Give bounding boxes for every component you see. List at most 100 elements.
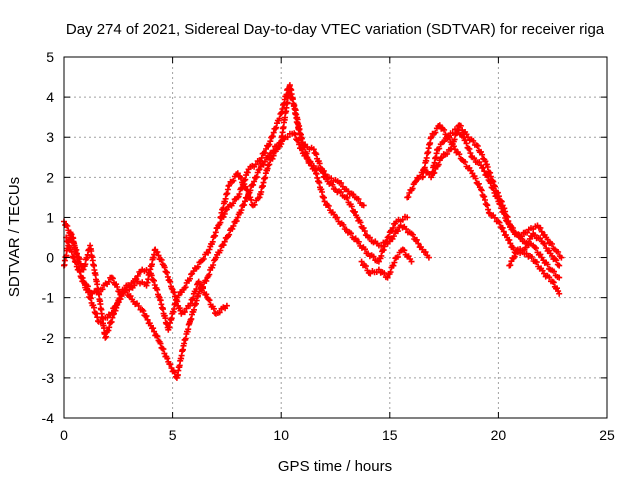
data-point — [171, 369, 178, 376]
data-point — [272, 125, 279, 132]
data-point — [64, 223, 71, 229]
data-point — [233, 218, 240, 224]
data-point — [550, 279, 557, 286]
data-point — [457, 122, 464, 129]
data-point — [537, 251, 544, 258]
x-tick-label: 20 — [491, 427, 507, 443]
data-point — [127, 293, 134, 300]
plot-frame — [63, 56, 608, 419]
data-point — [236, 191, 243, 197]
data-point — [252, 161, 259, 168]
data-point — [360, 225, 367, 231]
x-tick-label: 15 — [382, 427, 398, 443]
data-point — [114, 301, 121, 308]
data-point — [525, 240, 532, 247]
data-point — [510, 227, 517, 234]
data-point — [210, 305, 217, 312]
data-point — [164, 355, 171, 362]
data-point — [390, 262, 397, 269]
data-point — [253, 173, 260, 180]
data-point — [230, 177, 237, 184]
data-point — [221, 238, 228, 245]
data-point — [391, 259, 398, 266]
data-point — [404, 214, 411, 221]
data-point — [338, 180, 345, 186]
data-point — [355, 238, 362, 245]
data-point — [456, 151, 463, 158]
data-point — [499, 224, 506, 231]
data-point — [517, 246, 524, 252]
data-point — [453, 130, 460, 137]
data-point — [344, 195, 351, 201]
data-point — [528, 254, 535, 260]
data-point — [140, 308, 147, 314]
data-point — [476, 159, 483, 166]
data-point — [200, 255, 207, 262]
data-point — [320, 167, 327, 174]
data-point — [248, 196, 255, 203]
y-axis-label: SDTVAR / TECUs — [6, 177, 23, 297]
data-point — [194, 263, 201, 270]
data-point — [490, 178, 497, 185]
data-point — [537, 235, 544, 242]
data-point — [505, 218, 512, 225]
data-point — [352, 208, 358, 215]
data-point — [409, 231, 416, 238]
data-point — [226, 231, 233, 238]
data-point — [533, 245, 539, 252]
data-point — [546, 274, 553, 281]
data-point — [413, 236, 420, 243]
data-point — [109, 275, 116, 282]
data-point — [97, 319, 104, 326]
data-point — [556, 262, 563, 269]
data-point — [270, 152, 277, 159]
data-point — [470, 137, 477, 144]
data-point — [76, 268, 83, 275]
data-point — [160, 346, 167, 353]
data-point — [250, 181, 257, 188]
data-point — [158, 257, 165, 263]
data-point — [467, 150, 474, 157]
data-point — [513, 247, 520, 254]
data-point — [205, 296, 212, 303]
data-point — [494, 189, 501, 196]
data-point — [506, 237, 513, 243]
x-tick-label: 5 — [169, 427, 177, 443]
data-point — [422, 249, 429, 255]
data-point — [144, 316, 151, 323]
data-point — [296, 141, 303, 148]
chart-title: Day 274 of 2021, Sidereal Day-to-day VTE… — [66, 21, 605, 38]
data-point — [238, 185, 245, 192]
data-point — [355, 196, 362, 203]
data-point — [375, 258, 382, 265]
data-point — [269, 155, 276, 162]
data-point — [515, 231, 522, 238]
data-point — [284, 134, 291, 141]
data-point — [375, 266, 382, 273]
data-point — [448, 145, 455, 152]
data-point — [438, 154, 445, 161]
data-point — [385, 233, 392, 240]
data-point — [230, 222, 237, 229]
data-point — [203, 278, 210, 284]
data-point — [266, 141, 273, 148]
data-point — [143, 313, 150, 320]
x-axis-label: GPS time / hours — [278, 458, 392, 475]
data-point — [390, 233, 397, 240]
data-point — [261, 158, 268, 165]
data-point — [523, 250, 530, 257]
data-point — [221, 210, 228, 217]
data-point — [68, 231, 75, 238]
data-point — [114, 284, 121, 290]
data-point — [154, 333, 161, 340]
data-point — [554, 285, 560, 292]
data-point — [394, 228, 401, 235]
data-point — [154, 249, 161, 255]
y-tick-label: 4 — [46, 89, 54, 105]
data-point — [182, 284, 189, 291]
data-point — [366, 234, 373, 241]
data-point — [437, 155, 444, 162]
data-point — [181, 309, 188, 316]
data-point — [187, 275, 193, 282]
data-point — [441, 126, 448, 133]
